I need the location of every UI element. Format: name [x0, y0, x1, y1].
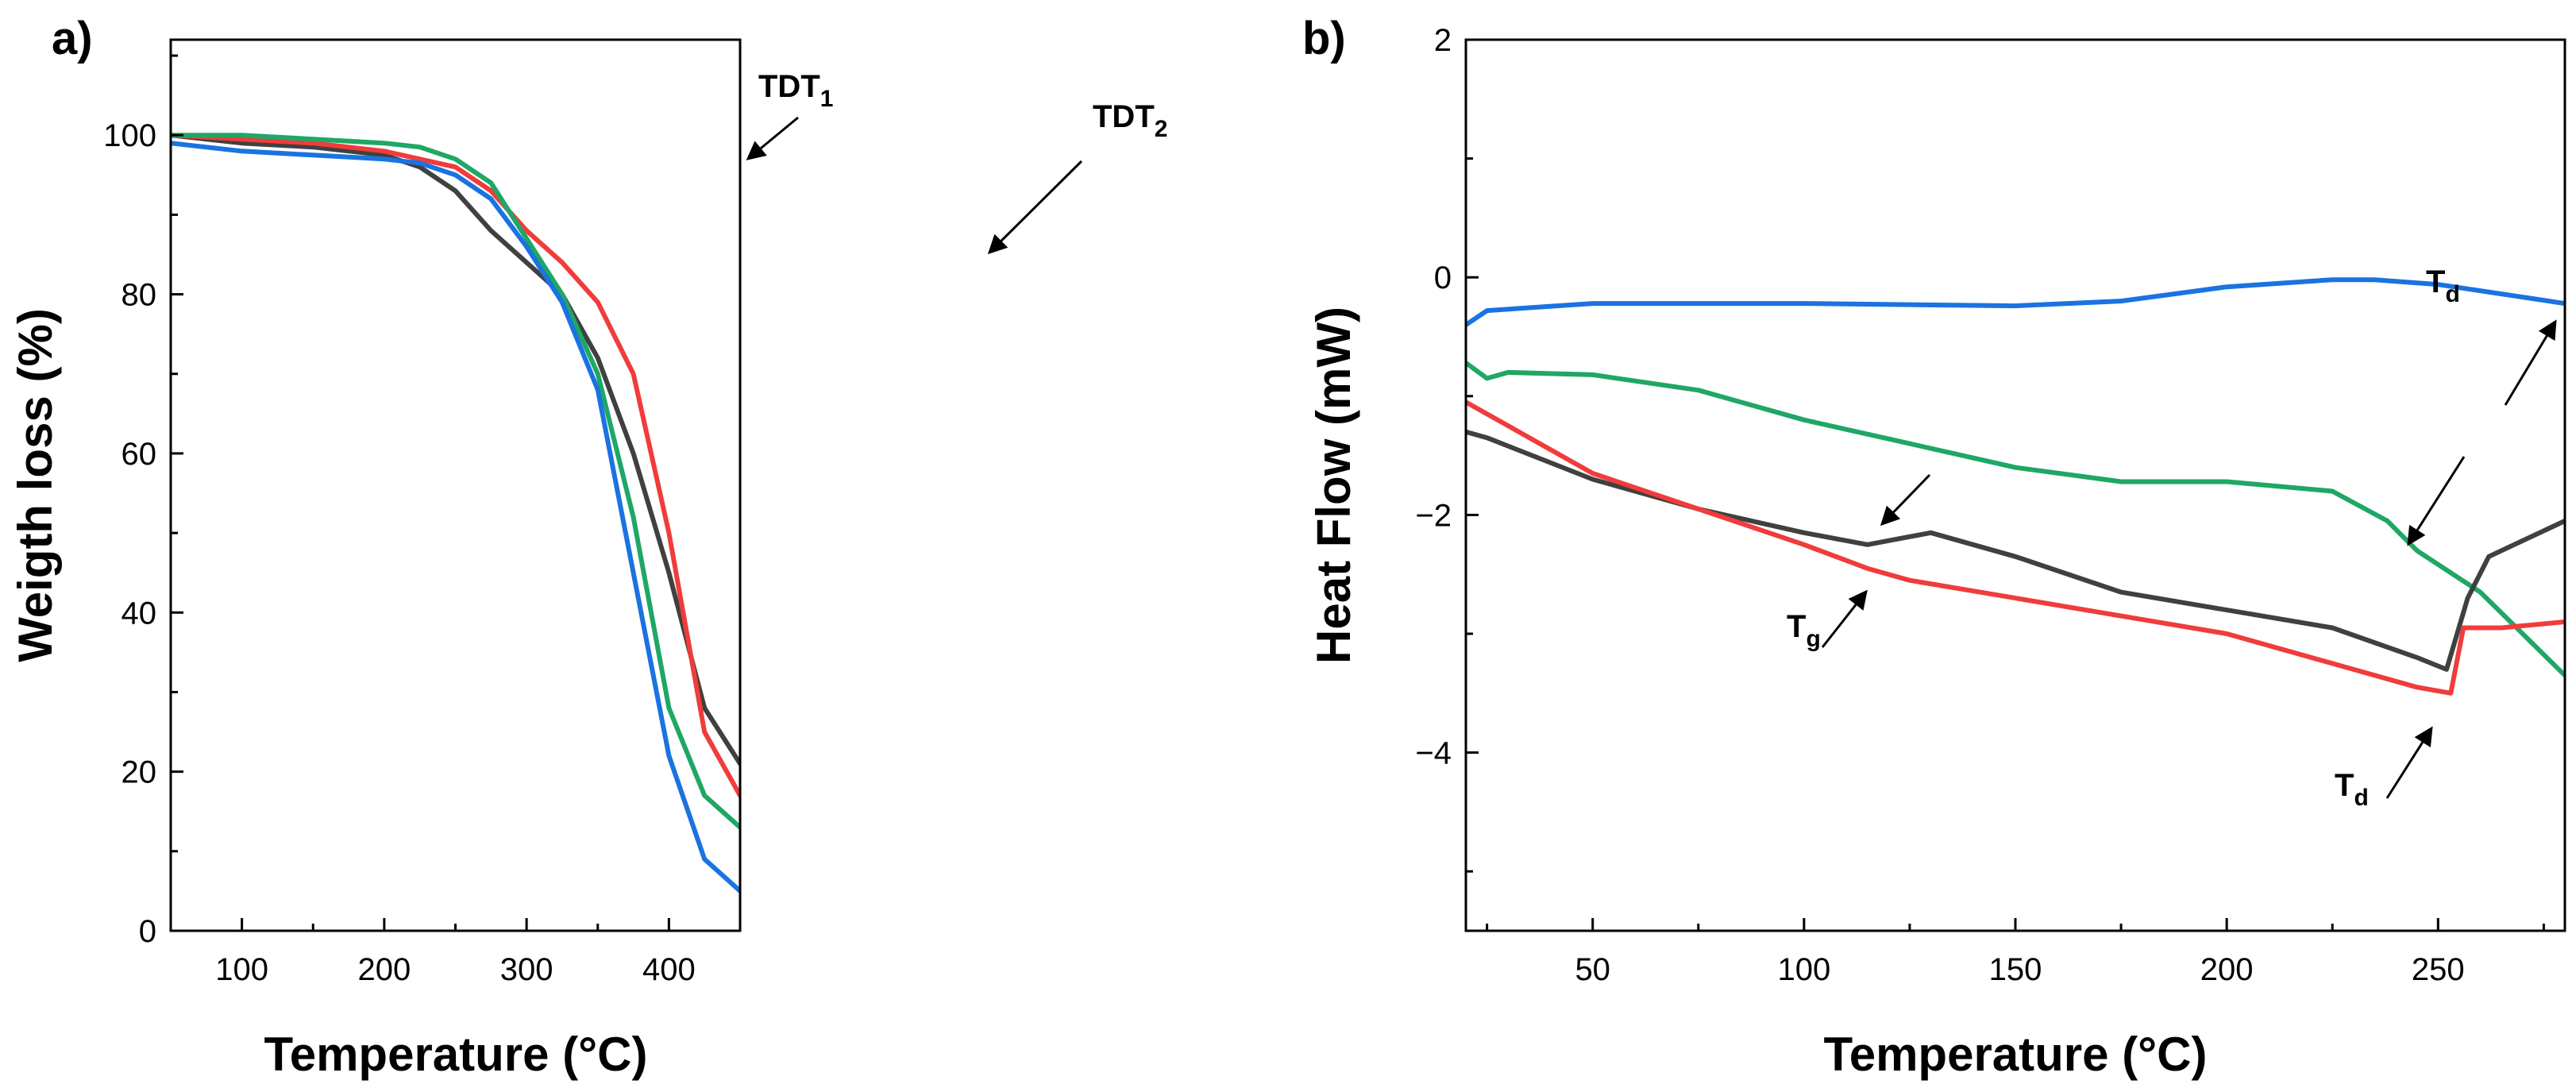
series-line-green — [1466, 360, 2565, 678]
annotation-arrow — [2504, 319, 2557, 406]
y-tick-label: 0 — [139, 914, 156, 949]
series-group — [171, 133, 740, 893]
y-tick-label: 0 — [1434, 260, 1452, 295]
x-tick-label: 300 — [500, 952, 553, 987]
x-tick-label: 150 — [1989, 952, 2042, 987]
series-line-black — [171, 133, 740, 766]
y-tick-label: 40 — [121, 596, 157, 631]
annotation-arrow — [1880, 473, 1931, 527]
x-axis-title: Temperature (°C) — [1824, 1028, 2208, 1081]
x-tick-label: 400 — [642, 952, 696, 987]
series-line-black — [1466, 429, 2565, 672]
y-tick-label: 2 — [1434, 23, 1452, 58]
series-line-red — [171, 133, 740, 798]
annotation-label: Td — [2335, 768, 2369, 811]
series-line-green — [171, 133, 740, 830]
x-tick-label: 250 — [2412, 952, 2465, 987]
y-tick-label: −4 — [1415, 736, 1452, 771]
x-tick-label: 100 — [215, 952, 268, 987]
annotation-label: TDT2 — [1093, 99, 1167, 142]
x-tick-label: 100 — [1777, 952, 1830, 987]
panel-label: b) — [1302, 13, 1346, 64]
annotation-arrow — [987, 160, 1083, 255]
y-axis-title: Heat Flow (mW) — [1307, 307, 1360, 664]
annotation-label: TDT1 — [758, 69, 833, 112]
x-tick-label: 50 — [1575, 952, 1610, 987]
annotation-arrow — [2385, 726, 2433, 799]
x-tick-label: 200 — [358, 952, 411, 987]
x-axis-title: Temperature (°C) — [264, 1028, 648, 1081]
annotation-arrow — [2407, 456, 2466, 546]
series-line-red — [1466, 399, 2565, 696]
panel-b: 50 100 150 200 250 −4 −2 0 2 b) Temperature (°C) He… — [1302, 13, 2566, 1081]
y-tick-label: 80 — [121, 278, 157, 313]
annotation-arrow — [1821, 589, 1868, 648]
series-group — [1466, 277, 2565, 696]
y-tick-label: 100 — [103, 118, 156, 153]
annotation-label: Tg — [1787, 609, 1821, 652]
y-tick-label: 20 — [121, 755, 157, 790]
annotation-label: Td — [2426, 264, 2460, 307]
annotation-arrow — [746, 116, 799, 160]
y-tick-label: −2 — [1415, 498, 1452, 533]
series-line-blue — [171, 141, 740, 893]
panel-a: 100 200 300 400 0 20 40 60 80 100 a) Temperature (°… — [9, 13, 1167, 1081]
panel-label: a) — [52, 13, 93, 64]
y-tick-label: 60 — [121, 437, 157, 472]
x-tick-label: 200 — [2200, 952, 2254, 987]
series-line-blue — [1466, 277, 2565, 327]
y-axis-title: Weigth loss (%) — [9, 308, 62, 662]
